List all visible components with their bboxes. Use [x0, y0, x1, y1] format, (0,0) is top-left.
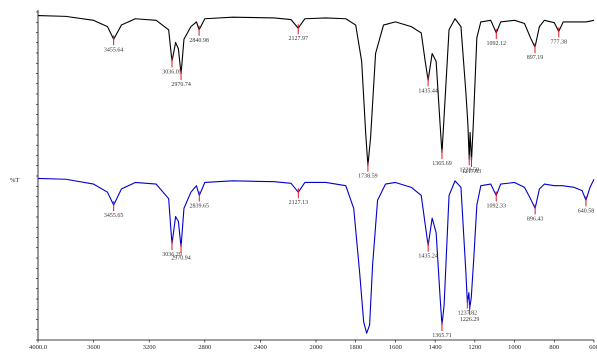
peak-label: 2970.74	[171, 82, 191, 88]
peak-label: 1237.82	[458, 310, 478, 316]
peak-label: 1435.44	[418, 88, 438, 94]
peak-label: 3036.05	[162, 69, 182, 75]
x-tick-label: 4000.0	[29, 344, 47, 351]
peak-label: 1365.71	[432, 333, 452, 339]
x-tick-label: 600	[589, 344, 597, 351]
x-tick-label: 1800	[349, 344, 362, 351]
x-tick-label: 2000	[310, 344, 323, 351]
series-layer	[37, 15, 595, 334]
peak-label: 2970.94	[171, 255, 191, 261]
x-tick-label: 1200	[468, 344, 481, 351]
peak-label: 1738.59	[358, 174, 378, 180]
peak-label: 1226.29	[460, 317, 480, 323]
peak-label: 1092.33	[486, 203, 506, 209]
series-line-1	[37, 177, 595, 334]
peak-label: 640.58	[578, 208, 595, 214]
x-tick-label: 1600	[389, 344, 402, 351]
peak-label: 3455.64	[104, 47, 124, 53]
chart-axes: 4000.0 3600 3200 2800 2400 2000 1800 1600 1400 12…	[29, 10, 597, 351]
peak-label: 2839.65	[190, 203, 210, 209]
peak-label: 1435.24	[418, 254, 438, 260]
x-tick-label: 2400	[254, 344, 267, 351]
peak-label: 897.19	[527, 55, 544, 61]
x-tick-label: 800	[549, 344, 559, 351]
peak-label: 3455.65	[104, 213, 124, 219]
x-tick-label: 1400	[429, 344, 442, 351]
x-tick-label: 2800	[198, 344, 211, 351]
series-line-0	[37, 15, 595, 167]
peak-label: 896.43	[527, 216, 544, 222]
peak-label: 2840.98	[189, 38, 209, 44]
x-tick-label: 3200	[143, 344, 156, 351]
x-tick-label: 1000	[508, 344, 521, 351]
peak-label: 1228.50	[459, 167, 479, 173]
peak-label: 1365.69	[432, 161, 452, 167]
peak-label: 2127.13	[289, 200, 309, 206]
peak-label: 3036.29	[162, 252, 182, 258]
peak-label: 1217.03	[462, 169, 482, 175]
peak-label: 777.38	[551, 39, 568, 45]
peak-labels-layer: 3455.64 3036.05 2970.74 2840.98 2127.97 1738.…	[104, 24, 594, 339]
x-tick-label: 3600	[87, 344, 100, 351]
y-axis-label: %T	[10, 177, 19, 184]
peak-label: 1092.12	[487, 41, 507, 47]
peak-label: 2127.97	[288, 36, 308, 42]
